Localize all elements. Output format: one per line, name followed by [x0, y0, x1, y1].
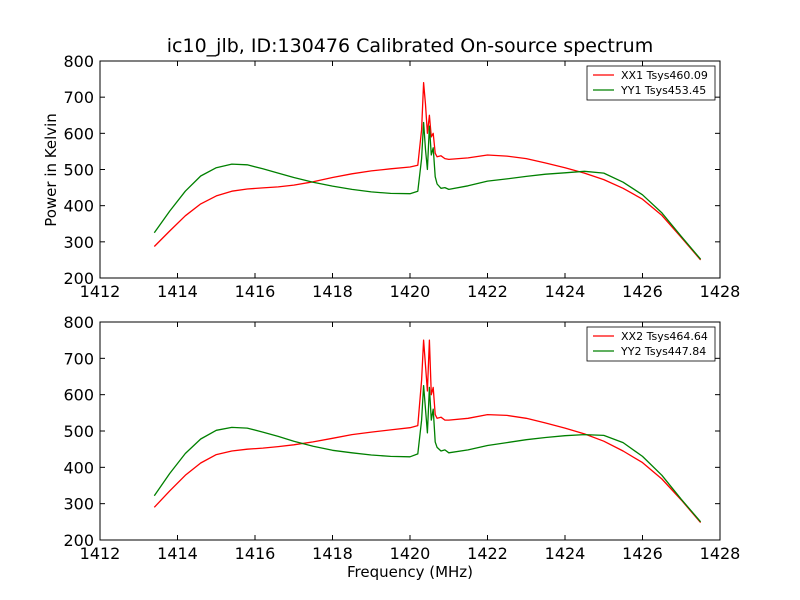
top-panel: 1412 1414 1416 1418 1420 1422 1424 1426 1428 200 3…: [63, 52, 740, 301]
x-tick-label: 1420: [390, 544, 431, 563]
y-tick-label: 700: [63, 349, 94, 368]
legend-label: YY1 Tsys453.45: [620, 84, 706, 97]
y-tick-label: 200: [63, 531, 94, 550]
legend: XX1 Tsys460.09 YY1 Tsys453.45: [586, 65, 716, 101]
series-line-yy: [153, 384, 702, 523]
x-tick-label: 1428: [700, 544, 741, 563]
x-tick-label: 1412: [80, 282, 121, 301]
y-tick-label: 700: [63, 88, 94, 107]
bottom-panel: 1412 1414 1416 1418 1420 1422 1424 1426 1428 200 3…: [63, 313, 740, 563]
x-axis-label: Frequency (MHz): [347, 563, 473, 581]
y-tick-label: 500: [63, 422, 94, 441]
legend: XX2 Tsys464.64 YY2 Tsys447.84: [586, 326, 716, 362]
y-tick-label: 500: [63, 161, 94, 180]
x-tick-label: 1418: [312, 282, 353, 301]
legend-box: [586, 326, 716, 362]
y-axis-label: Power in Kelvin: [42, 113, 60, 227]
series-line-xx: [153, 82, 702, 261]
legend-label: XX1 Tsys460.09: [621, 69, 708, 82]
x-tick-label: 1418: [312, 544, 353, 563]
chart-title: ic10_jlb, ID:130476 Calibrated On-source…: [167, 35, 653, 57]
legend-label: YY2 Tsys447.84: [620, 345, 706, 358]
x-tick-label: 1420: [390, 282, 431, 301]
y-tick-label: 800: [63, 313, 94, 332]
series-line-xx: [153, 339, 702, 524]
x-tick-label: 1416: [235, 544, 276, 563]
x-tick-label: 1422: [467, 282, 508, 301]
y-tick-label: 400: [63, 197, 94, 216]
y-tick-label: 600: [63, 124, 94, 143]
x-tick-label: 1426: [622, 544, 663, 563]
series-line-yy: [153, 121, 702, 260]
x-tick-label: 1416: [235, 282, 276, 301]
y-tick-label: 200: [63, 269, 94, 288]
x-tick-label: 1412: [80, 544, 121, 563]
y-tick-label: 400: [63, 458, 94, 477]
y-tick-label: 300: [63, 233, 94, 252]
x-tick-label: 1422: [467, 544, 508, 563]
x-tick-label: 1428: [700, 282, 741, 301]
legend-box: [586, 65, 716, 101]
x-tick-label: 1426: [622, 282, 663, 301]
y-tick-label: 800: [63, 52, 94, 71]
y-tick-label: 600: [63, 386, 94, 405]
x-tick-label: 1414: [157, 544, 198, 563]
x-tick-label: 1424: [545, 282, 586, 301]
y-tick-label: 300: [63, 495, 94, 514]
legend-label: XX2 Tsys464.64: [621, 330, 708, 343]
x-tick-label: 1424: [545, 544, 586, 563]
x-tick-label: 1414: [157, 282, 198, 301]
